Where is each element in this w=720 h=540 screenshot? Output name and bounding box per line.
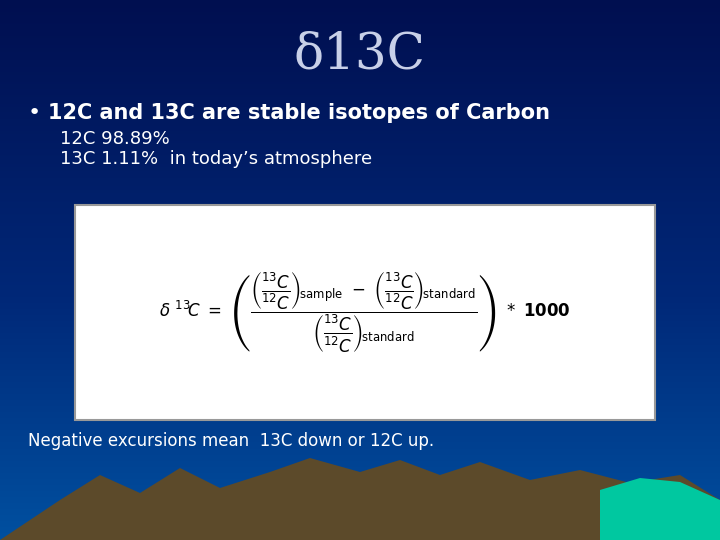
Text: δ13C: δ13C bbox=[294, 30, 426, 80]
Text: 12C and 13C are stable isotopes of Carbon: 12C and 13C are stable isotopes of Carbo… bbox=[48, 103, 550, 123]
Text: 13C 1.11%  in today’s atmosphere: 13C 1.11% in today’s atmosphere bbox=[60, 150, 372, 168]
Text: Negative excursions mean  13C down or 12C up.: Negative excursions mean 13C down or 12C… bbox=[28, 432, 434, 450]
FancyBboxPatch shape bbox=[75, 205, 655, 420]
Text: 12C 98.89%: 12C 98.89% bbox=[60, 130, 170, 148]
Text: •: • bbox=[28, 103, 41, 123]
Polygon shape bbox=[600, 478, 720, 540]
Text: $\delta\ ^{13}\!C\ =\ \left(\dfrac{\left(\dfrac{{}^{13}C}{{}^{12}C}\right)_{\!\m: $\delta\ ^{13}\!C\ =\ \left(\dfrac{\left… bbox=[159, 271, 571, 355]
Polygon shape bbox=[0, 458, 720, 540]
